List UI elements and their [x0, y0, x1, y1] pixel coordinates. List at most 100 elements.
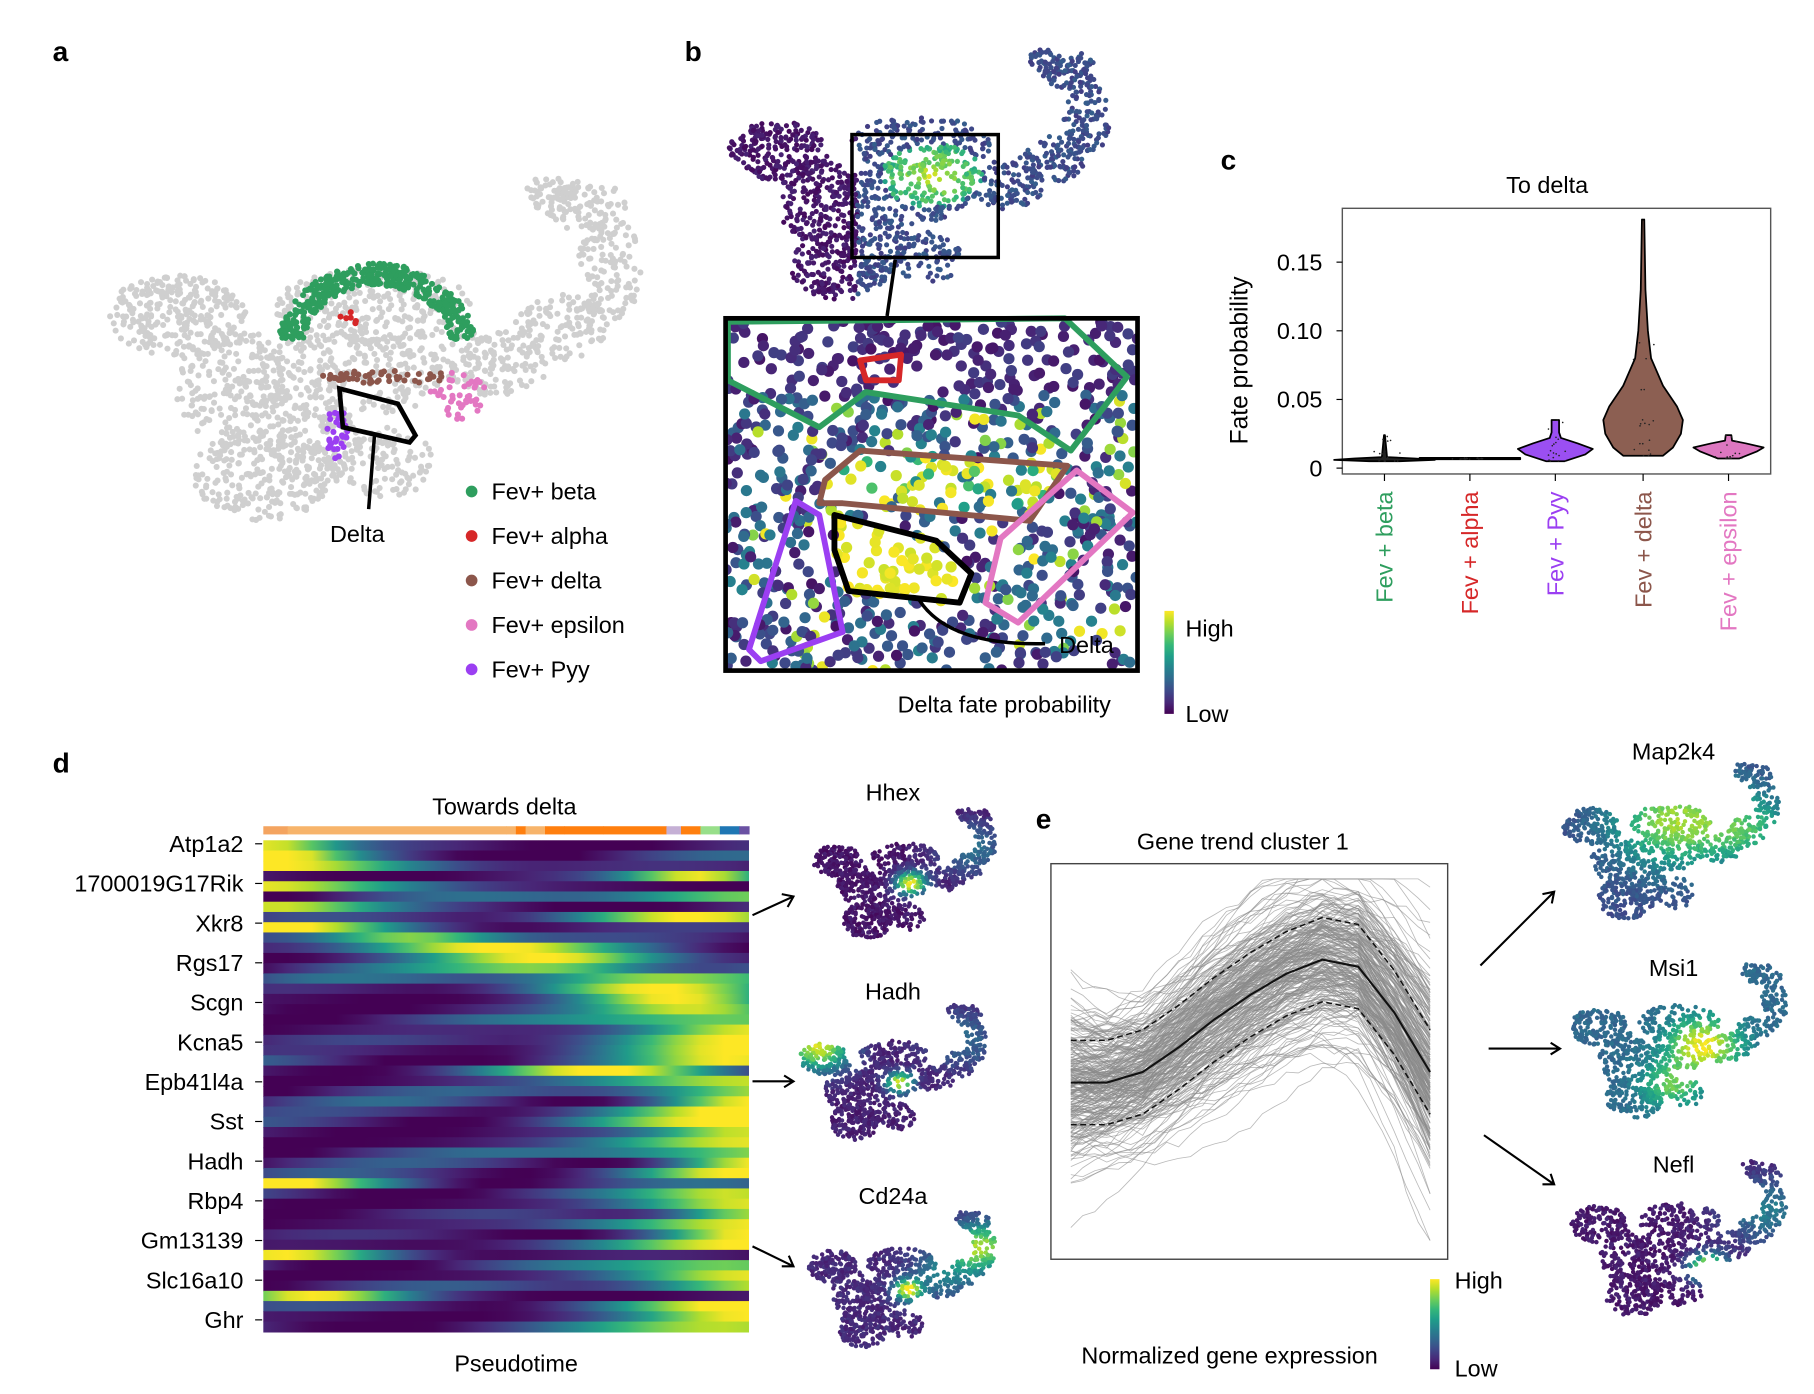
cell-point — [959, 150, 965, 157]
cell-point — [404, 371, 411, 378]
cell-point — [791, 275, 797, 281]
cell-point — [731, 142, 737, 148]
cell-point — [921, 172, 927, 178]
cell-point — [596, 287, 603, 294]
cell-point — [285, 467, 292, 474]
cell-point — [821, 271, 827, 277]
cell-point — [222, 376, 229, 383]
cell-point — [231, 498, 239, 505]
cell-point — [129, 316, 136, 323]
cell-point — [796, 170, 802, 176]
cell-point — [302, 504, 310, 511]
cell-point — [533, 200, 540, 207]
cell-point — [396, 491, 403, 498]
cell-point — [808, 189, 814, 195]
cell-point — [493, 389, 500, 396]
cell-point — [348, 465, 355, 472]
cell-point — [327, 442, 334, 449]
cell-point — [525, 323, 532, 330]
cell-point — [481, 367, 488, 374]
cell-point — [952, 138, 958, 144]
cell-point — [367, 436, 374, 443]
cell-point — [859, 248, 865, 255]
cell-point — [350, 479, 357, 487]
cell-point — [867, 169, 873, 175]
cell-point — [534, 299, 541, 306]
cell-point — [431, 353, 438, 360]
cell-point — [268, 465, 275, 472]
cell-point — [243, 471, 250, 478]
cell-point — [603, 321, 610, 328]
cell-point — [162, 274, 169, 281]
cell-point — [931, 187, 937, 193]
cell-point — [609, 210, 617, 217]
cell-point — [363, 266, 370, 273]
cell-point — [253, 516, 260, 524]
cell-point — [877, 118, 883, 124]
cell-point — [608, 292, 615, 299]
cell-point — [583, 328, 590, 335]
cell-point — [256, 344, 263, 351]
cell-point — [800, 172, 806, 178]
cell-point — [559, 297, 566, 304]
cell-point — [359, 460, 366, 467]
cell-point — [587, 219, 594, 226]
cell-point — [374, 316, 381, 324]
cell-point — [822, 223, 828, 229]
cell-point — [881, 195, 887, 201]
cell-point — [148, 313, 155, 320]
cell-point — [412, 486, 419, 493]
cell-point — [946, 203, 952, 209]
cell-point — [221, 353, 228, 360]
cell-point — [364, 279, 371, 286]
cell-point — [775, 158, 781, 165]
cell-point — [763, 175, 769, 181]
cell-point — [215, 366, 222, 373]
cell-point — [288, 484, 295, 491]
cell-point — [120, 286, 127, 293]
cell-point — [978, 196, 985, 202]
cell-point — [813, 181, 819, 187]
cell-point — [831, 296, 837, 302]
cell-point — [890, 123, 897, 130]
cell-point — [528, 304, 535, 311]
cell-point — [223, 390, 230, 397]
cell-point — [1033, 189, 1039, 195]
cell-point — [840, 201, 847, 207]
cell-point — [371, 350, 378, 357]
cell-point — [454, 328, 461, 335]
cell-point — [359, 315, 366, 322]
cell-point — [368, 336, 375, 344]
cell-point — [172, 332, 179, 339]
cell-point — [174, 277, 181, 284]
cell-point — [444, 303, 451, 310]
cell-point — [324, 405, 331, 412]
cell-point — [178, 313, 185, 320]
cell-point — [896, 145, 902, 151]
cell-point — [743, 151, 749, 157]
cell-point — [899, 213, 905, 219]
cell-point — [422, 384, 429, 391]
cell-point — [179, 395, 186, 402]
cell-point — [259, 378, 266, 385]
cell-point — [407, 335, 414, 342]
cell-point — [337, 376, 344, 383]
cell-point — [898, 234, 904, 241]
cell-point — [303, 385, 311, 392]
cell-point — [139, 290, 146, 298]
cell-point — [889, 184, 895, 190]
cell-point — [367, 287, 374, 294]
cell-point — [789, 168, 796, 174]
cell-point — [756, 169, 763, 175]
cell-point — [370, 266, 377, 274]
cell-point — [599, 251, 606, 258]
cell-point — [832, 223, 838, 229]
cell-point — [353, 334, 360, 341]
cell-point — [815, 269, 821, 275]
cell-point — [356, 289, 363, 296]
cell-point — [189, 390, 196, 397]
cell-point — [263, 363, 270, 370]
cell-point — [909, 221, 915, 227]
cell-point — [597, 295, 604, 303]
cell-point — [247, 392, 254, 399]
